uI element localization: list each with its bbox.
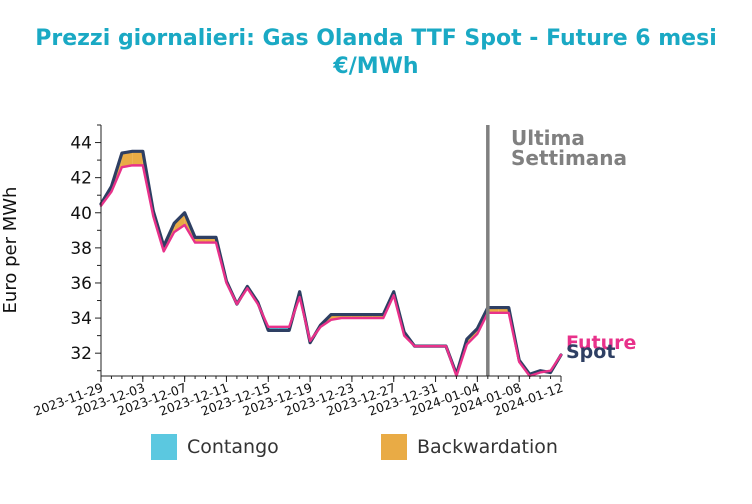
- y-tick-label: 42: [70, 169, 92, 189]
- series-line-layer: [99, 149, 563, 378]
- legend-swatch-backwardation: [381, 434, 407, 460]
- annotation-label-line2: Settimana: [511, 146, 627, 170]
- legend-swatch-contango: [151, 434, 177, 460]
- series-label-future: Future: [566, 332, 636, 354]
- chart-title: Prezzi giornalieri: Gas Olanda TTF Spot …: [35, 26, 717, 51]
- legend-label-contango: Contango: [187, 436, 279, 458]
- spread-fill-segment: [121, 151, 133, 168]
- annotation-label-line1: Ultima: [511, 126, 585, 150]
- y-axis-label: Euro per MWh: [0, 187, 21, 314]
- legend-item-backwardation: Backwardation: [381, 433, 558, 461]
- y-tick-label: 34: [70, 309, 92, 329]
- y-tick-label: 40: [70, 204, 92, 224]
- series-label-spot: Spot: [566, 341, 615, 363]
- spread-fill-layer: [101, 151, 561, 376]
- legend-item-contango: Contango: [151, 433, 279, 461]
- series-line-spot: [99, 149, 563, 376]
- series-line-future: [99, 164, 563, 378]
- y-tick-label: 36: [70, 274, 92, 294]
- axis-layer: 323436384042442023-11-292023-12-032023-1…: [32, 124, 565, 419]
- chart-subtitle: €/MWh: [333, 54, 419, 79]
- y-tick-label: 38: [70, 239, 92, 259]
- legend-label-backwardation: Backwardation: [417, 436, 558, 458]
- y-tick-label: 44: [70, 134, 92, 154]
- spread-fill-segment: [132, 151, 143, 166]
- y-tick-label: 32: [70, 344, 92, 364]
